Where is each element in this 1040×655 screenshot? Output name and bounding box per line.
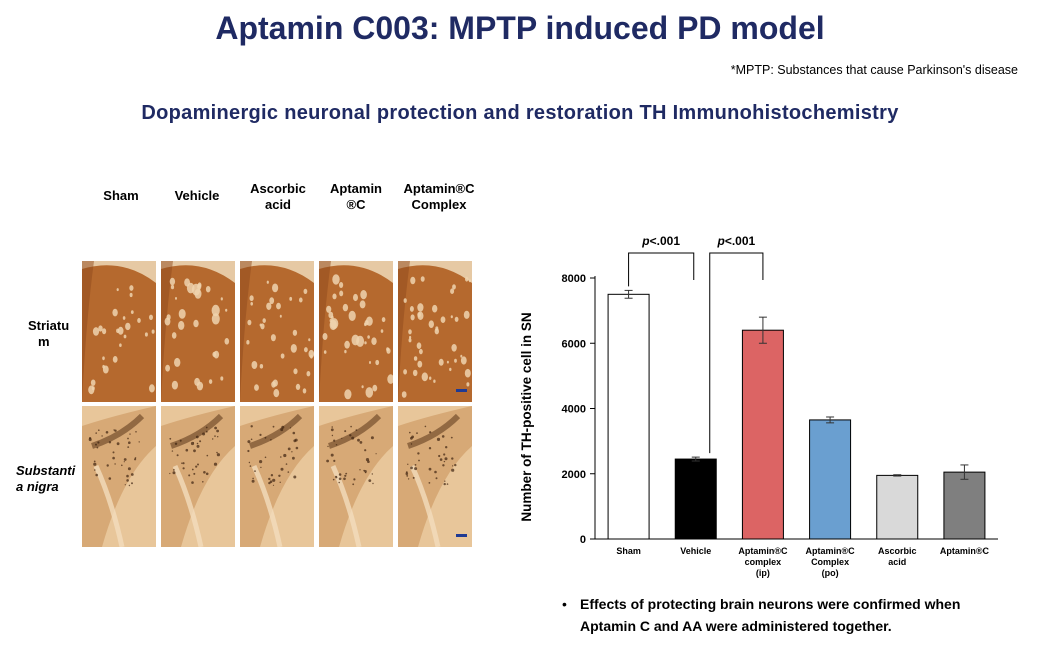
bar [607, 293, 650, 540]
y-tick-label: 4000 [562, 404, 586, 416]
tissue-image [319, 406, 393, 547]
col-header-sham: Sham [91, 188, 151, 204]
bullet-marker: • [562, 596, 567, 612]
y-tick-label: 2000 [562, 469, 586, 481]
col-header-line: Vehicle [174, 188, 220, 203]
col-header-line: Complex [411, 197, 467, 212]
row-header-striatum: Striatu m [28, 318, 88, 350]
bar [741, 329, 784, 540]
col-header-line: Aptamin®C [403, 181, 475, 196]
footnote: *MPTP: Substances that cause Parkinson's… [730, 63, 1018, 77]
col-header-line: Sham [103, 188, 139, 203]
row-header-substantia-nigra: Substanti a nigra [16, 463, 86, 495]
bar [943, 471, 986, 540]
section-subtitle: Dopaminergic neuronal protection and res… [141, 102, 899, 124]
col-header-aptamin-c: Aptamin ®C [318, 181, 394, 213]
substantia-nigra-panel [161, 406, 235, 547]
col-header-aptamin-c-complex: Aptamin®C Complex [394, 181, 484, 213]
y-tick-label: 0 [580, 534, 586, 546]
x-tick-label: Ascorbic acid [878, 546, 917, 567]
row-header-line: Striatu [28, 318, 70, 333]
substantia-nigra-panel [240, 406, 314, 547]
col-header-vehicle: Vehicle [162, 188, 232, 204]
col-header-line: acid [264, 197, 291, 212]
tissue-image [161, 406, 235, 547]
x-tick-label: Aptamin®C [940, 546, 990, 556]
striatum-panel [161, 261, 235, 402]
row-header-line: a nigra [16, 479, 59, 494]
substantia-nigra-panel [319, 406, 393, 547]
x-tick-label: Aptamin®C complex (ip) [738, 546, 788, 578]
x-tick-label: Aptamin®C Complex (po) [806, 546, 856, 578]
striatum-panel [398, 261, 472, 402]
tissue-image [319, 261, 393, 402]
y-axis-label: Number of TH-positive cell in SN [519, 312, 534, 521]
col-header-line: Aptamin [330, 181, 382, 196]
page-title: Aptamin C003: MPTP induced PD model [215, 10, 825, 46]
col-header-line: ®C [346, 197, 366, 212]
bar [809, 419, 852, 540]
bar [674, 458, 717, 540]
y-tick-label: 6000 [562, 338, 586, 350]
significance-bracket [628, 252, 695, 287]
x-tick-label: Sham [616, 546, 641, 556]
tissue-image [161, 261, 235, 402]
th-positive-cell-bar-chart: Number of TH-positive cell in SN 0 2000 40… [519, 234, 998, 578]
bullet-note: • Effects of protecting brain neurons we… [562, 593, 960, 637]
bullet-line: Effects of protecting brain neurons were… [580, 596, 961, 612]
tissue-image [82, 406, 156, 547]
col-header-ascorbic-acid: Ascorbic acid [240, 181, 316, 213]
row-header-line: Substanti [16, 463, 76, 478]
tissue-image [398, 261, 472, 402]
significance-label: p<.001 [641, 234, 680, 248]
significance-label: p<.001 [716, 234, 755, 248]
striatum-panel [82, 261, 156, 402]
y-tick-label: 8000 [562, 273, 586, 285]
substantia-nigra-panel [82, 406, 156, 547]
tissue-image [240, 406, 314, 547]
tissue-image [398, 406, 472, 547]
significance-bracket [709, 252, 764, 454]
tissue-image [240, 261, 314, 402]
row-header-line: m [38, 334, 50, 349]
tissue-image [82, 261, 156, 402]
col-header-line: Ascorbic [250, 181, 306, 196]
bullet-line: Aptamin C and AA were administered toget… [580, 618, 892, 634]
bar [876, 474, 919, 540]
substantia-nigra-panel [398, 406, 472, 547]
striatum-panel [240, 261, 314, 402]
x-tick-label: Vehicle [680, 546, 711, 556]
striatum-panel [319, 261, 393, 402]
